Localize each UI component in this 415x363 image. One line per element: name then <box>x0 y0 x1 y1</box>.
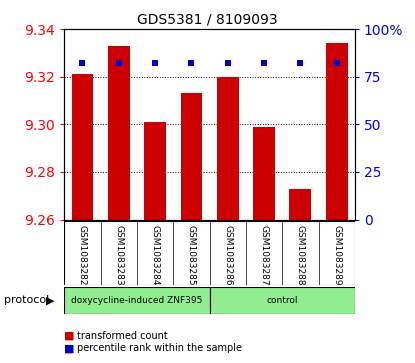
Bar <box>181 93 203 220</box>
Bar <box>253 127 275 220</box>
Bar <box>326 43 348 220</box>
Text: ■: ■ <box>64 343 75 354</box>
Point <box>261 61 267 66</box>
Text: GDS5381 / 8109093: GDS5381 / 8109093 <box>137 13 278 27</box>
Text: ■: ■ <box>64 331 75 341</box>
Text: GSM1083289: GSM1083289 <box>332 225 341 285</box>
Point <box>188 61 195 66</box>
Point <box>297 61 304 66</box>
Text: control: control <box>266 296 298 305</box>
Bar <box>144 122 166 220</box>
Text: doxycycline-induced ZNF395: doxycycline-induced ZNF395 <box>71 296 203 305</box>
Text: GSM1083282: GSM1083282 <box>78 225 87 285</box>
Text: GSM1083286: GSM1083286 <box>223 225 232 285</box>
Point <box>152 61 159 66</box>
Bar <box>64 287 210 314</box>
Text: transformed count: transformed count <box>77 331 168 341</box>
Bar <box>108 46 130 220</box>
Text: GSM1083288: GSM1083288 <box>296 225 305 285</box>
Text: GSM1083284: GSM1083284 <box>151 225 160 285</box>
Text: percentile rank within the sample: percentile rank within the sample <box>77 343 242 354</box>
Text: GSM1083285: GSM1083285 <box>187 225 196 285</box>
Bar <box>71 74 93 220</box>
Text: GSM1083283: GSM1083283 <box>114 225 123 285</box>
Text: ▶: ▶ <box>46 295 54 305</box>
Bar <box>217 77 239 220</box>
Point <box>225 61 231 66</box>
Point <box>115 61 122 66</box>
Bar <box>290 189 311 220</box>
Point <box>79 61 86 66</box>
Bar <box>210 287 355 314</box>
Point <box>333 61 340 66</box>
Bar <box>64 221 355 285</box>
Text: protocol: protocol <box>4 295 49 305</box>
Text: GSM1083287: GSM1083287 <box>259 225 269 285</box>
